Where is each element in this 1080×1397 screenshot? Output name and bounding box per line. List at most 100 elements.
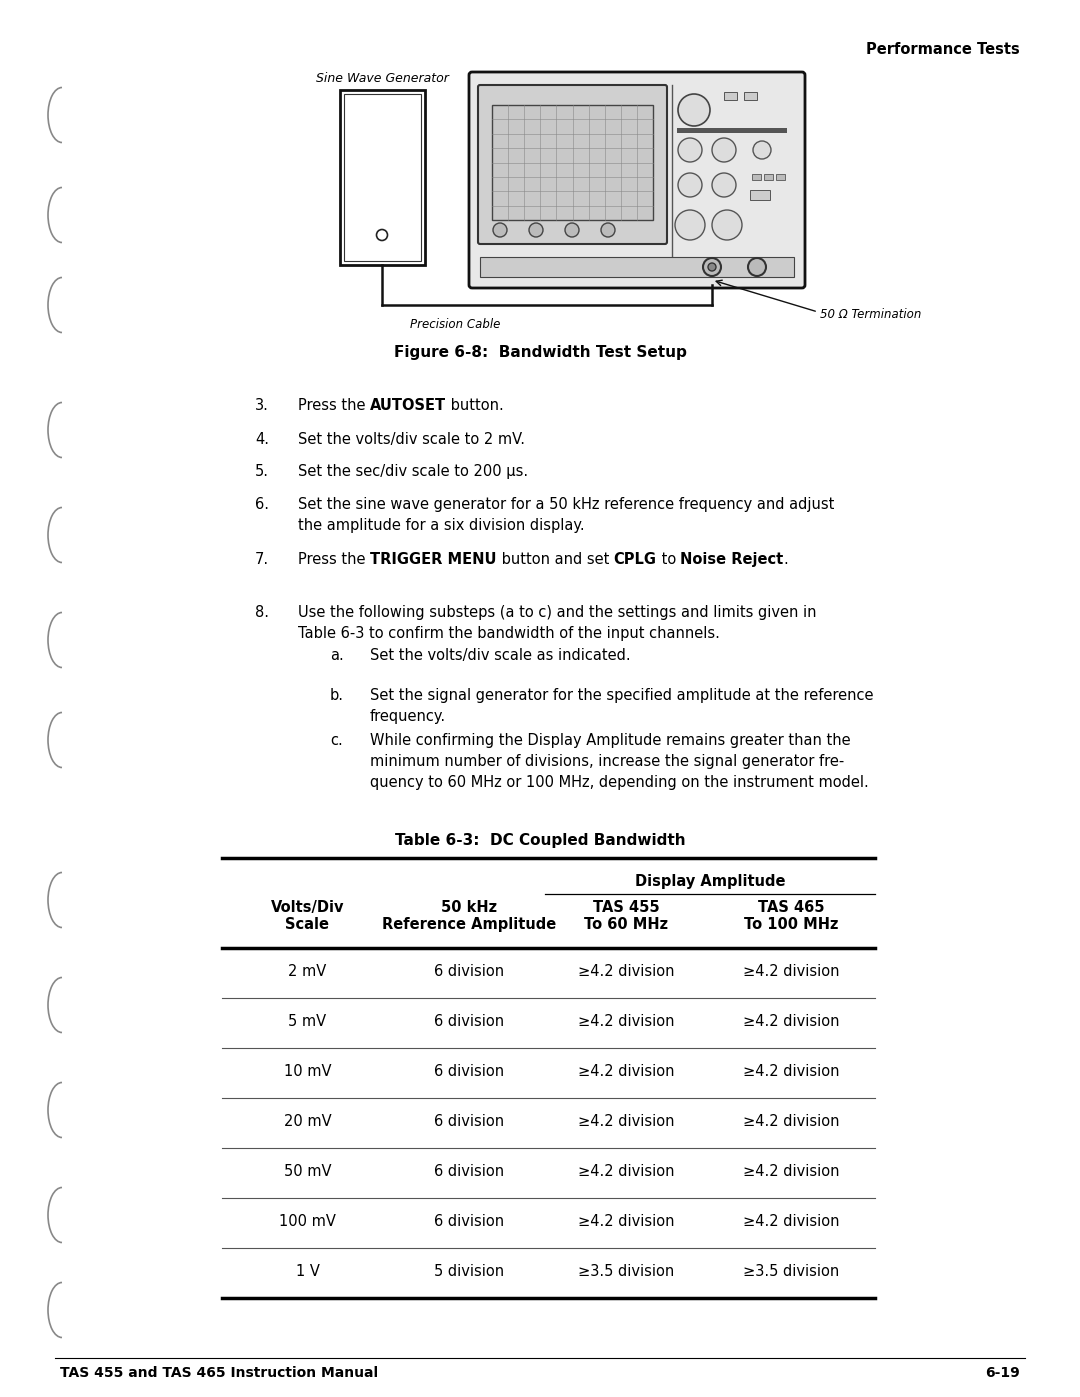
Circle shape — [712, 210, 742, 240]
Text: Scale: Scale — [285, 916, 329, 932]
Bar — [744, 92, 757, 101]
Text: Figure 6-8:  Bandwidth Test Setup: Figure 6-8: Bandwidth Test Setup — [393, 345, 687, 360]
Text: 5 mV: 5 mV — [288, 1014, 326, 1030]
Text: 20 mV: 20 mV — [284, 1113, 332, 1129]
Circle shape — [678, 94, 710, 126]
Circle shape — [377, 229, 388, 240]
Text: .: . — [784, 552, 788, 567]
Text: 6 division: 6 division — [434, 1214, 504, 1229]
Text: ≥4.2 division: ≥4.2 division — [743, 1065, 840, 1078]
Text: button and set: button and set — [497, 552, 613, 567]
Circle shape — [600, 224, 615, 237]
Text: 4.: 4. — [255, 432, 269, 447]
Text: 7.: 7. — [255, 552, 269, 567]
Text: ≥4.2 division: ≥4.2 division — [743, 964, 840, 979]
Text: Set the volts/div scale as indicated.: Set the volts/div scale as indicated. — [370, 648, 631, 664]
Text: 6 division: 6 division — [434, 1014, 504, 1030]
Circle shape — [753, 141, 771, 159]
Text: Press the: Press the — [298, 398, 370, 414]
Text: ≥4.2 division: ≥4.2 division — [578, 1065, 675, 1078]
Circle shape — [712, 173, 735, 197]
Circle shape — [712, 138, 735, 162]
Text: 6-19: 6-19 — [985, 1366, 1020, 1380]
Circle shape — [703, 258, 721, 277]
Text: 50 Ω Termination: 50 Ω Termination — [820, 307, 921, 321]
Text: To 60 MHz: To 60 MHz — [584, 916, 669, 932]
Text: Reference Amplitude: Reference Amplitude — [382, 916, 556, 932]
Text: 50 mV: 50 mV — [284, 1164, 332, 1179]
Text: button.: button. — [446, 398, 504, 414]
Bar — [340, 89, 426, 265]
Text: ≥4.2 division: ≥4.2 division — [743, 1113, 840, 1129]
Bar — [724, 92, 737, 101]
Text: ≥4.2 division: ≥4.2 division — [743, 1014, 840, 1030]
Bar — [480, 257, 794, 277]
Text: 6 division: 6 division — [434, 1164, 504, 1179]
Text: ≥4.2 division: ≥4.2 division — [743, 1164, 840, 1179]
Text: 6.: 6. — [255, 497, 269, 511]
Text: To 100 MHz: To 100 MHz — [744, 916, 839, 932]
Circle shape — [492, 224, 507, 237]
Bar — [345, 94, 421, 261]
Text: 2 mV: 2 mV — [288, 964, 326, 979]
Text: 5 division: 5 division — [434, 1264, 504, 1280]
Text: ≥4.2 division: ≥4.2 division — [743, 1214, 840, 1229]
Circle shape — [678, 173, 702, 197]
Text: quency to 60 MHz or 100 MHz, depending on the instrument model.: quency to 60 MHz or 100 MHz, depending o… — [370, 775, 868, 789]
FancyBboxPatch shape — [478, 85, 667, 244]
Circle shape — [708, 263, 716, 271]
Text: ≥4.2 division: ≥4.2 division — [578, 1113, 675, 1129]
Text: Set the volts/div scale to 2 mV.: Set the volts/div scale to 2 mV. — [298, 432, 525, 447]
Bar — [492, 105, 653, 219]
Text: Set the sec/div scale to 200 μs.: Set the sec/div scale to 200 μs. — [298, 464, 528, 479]
Text: TAS 465: TAS 465 — [758, 900, 825, 915]
Text: TRIGGER MENU: TRIGGER MENU — [370, 552, 497, 567]
Text: 100 mV: 100 mV — [279, 1214, 336, 1229]
Text: 50 kHz: 50 kHz — [441, 900, 497, 915]
Text: Sine Wave Generator: Sine Wave Generator — [315, 73, 448, 85]
Text: Table 6-3:  DC Coupled Bandwidth: Table 6-3: DC Coupled Bandwidth — [394, 833, 686, 848]
Bar — [777, 175, 785, 180]
Bar — [750, 190, 770, 200]
Text: 6 division: 6 division — [434, 1065, 504, 1078]
Text: ≥4.2 division: ≥4.2 division — [578, 1164, 675, 1179]
Text: minimum number of divisions, increase the signal generator fre-: minimum number of divisions, increase th… — [370, 754, 845, 768]
Text: 5.: 5. — [255, 464, 269, 479]
Text: 6 division: 6 division — [434, 1113, 504, 1129]
Text: the amplitude for a six division display.: the amplitude for a six division display… — [298, 518, 584, 534]
Text: 6 division: 6 division — [434, 964, 504, 979]
Text: Set the sine wave generator for a 50 kHz reference frequency and adjust: Set the sine wave generator for a 50 kHz… — [298, 497, 835, 511]
Bar — [764, 175, 773, 180]
Text: ≥3.5 division: ≥3.5 division — [579, 1264, 675, 1280]
Text: c.: c. — [330, 733, 342, 747]
Bar — [752, 175, 761, 180]
Bar — [677, 129, 787, 133]
Text: ≥4.2 division: ≥4.2 division — [578, 964, 675, 979]
Text: 8.: 8. — [255, 605, 269, 620]
Text: 1 V: 1 V — [296, 1264, 320, 1280]
Text: Display Amplitude: Display Amplitude — [635, 875, 785, 888]
Text: CPLG: CPLG — [613, 552, 657, 567]
Text: a.: a. — [330, 648, 343, 664]
Text: AUTOSET: AUTOSET — [370, 398, 446, 414]
Text: Precision Cable: Precision Cable — [409, 319, 500, 331]
Circle shape — [565, 224, 579, 237]
Text: TAS 455 and TAS 465 Instruction Manual: TAS 455 and TAS 465 Instruction Manual — [60, 1366, 378, 1380]
Text: Press the: Press the — [298, 552, 370, 567]
Text: Performance Tests: Performance Tests — [866, 42, 1020, 57]
Text: ≥4.2 division: ≥4.2 division — [578, 1014, 675, 1030]
Text: TAS 455: TAS 455 — [593, 900, 660, 915]
Text: 10 mV: 10 mV — [284, 1065, 332, 1078]
Text: Volts/Div: Volts/Div — [271, 900, 345, 915]
Circle shape — [529, 224, 543, 237]
FancyBboxPatch shape — [469, 73, 805, 288]
Text: ≥3.5 division: ≥3.5 division — [743, 1264, 839, 1280]
Text: Set the signal generator for the specified amplitude at the reference: Set the signal generator for the specifi… — [370, 687, 874, 703]
Text: ≥4.2 division: ≥4.2 division — [578, 1214, 675, 1229]
Text: frequency.: frequency. — [370, 710, 446, 724]
Text: Table 6-3 to confirm the bandwidth of the input channels.: Table 6-3 to confirm the bandwidth of th… — [298, 626, 720, 641]
Text: While confirming the Display Amplitude remains greater than the: While confirming the Display Amplitude r… — [370, 733, 851, 747]
Text: Use the following substeps (a to c) and the settings and limits given in: Use the following substeps (a to c) and … — [298, 605, 816, 620]
Text: Noise Reject: Noise Reject — [680, 552, 784, 567]
Circle shape — [678, 138, 702, 162]
